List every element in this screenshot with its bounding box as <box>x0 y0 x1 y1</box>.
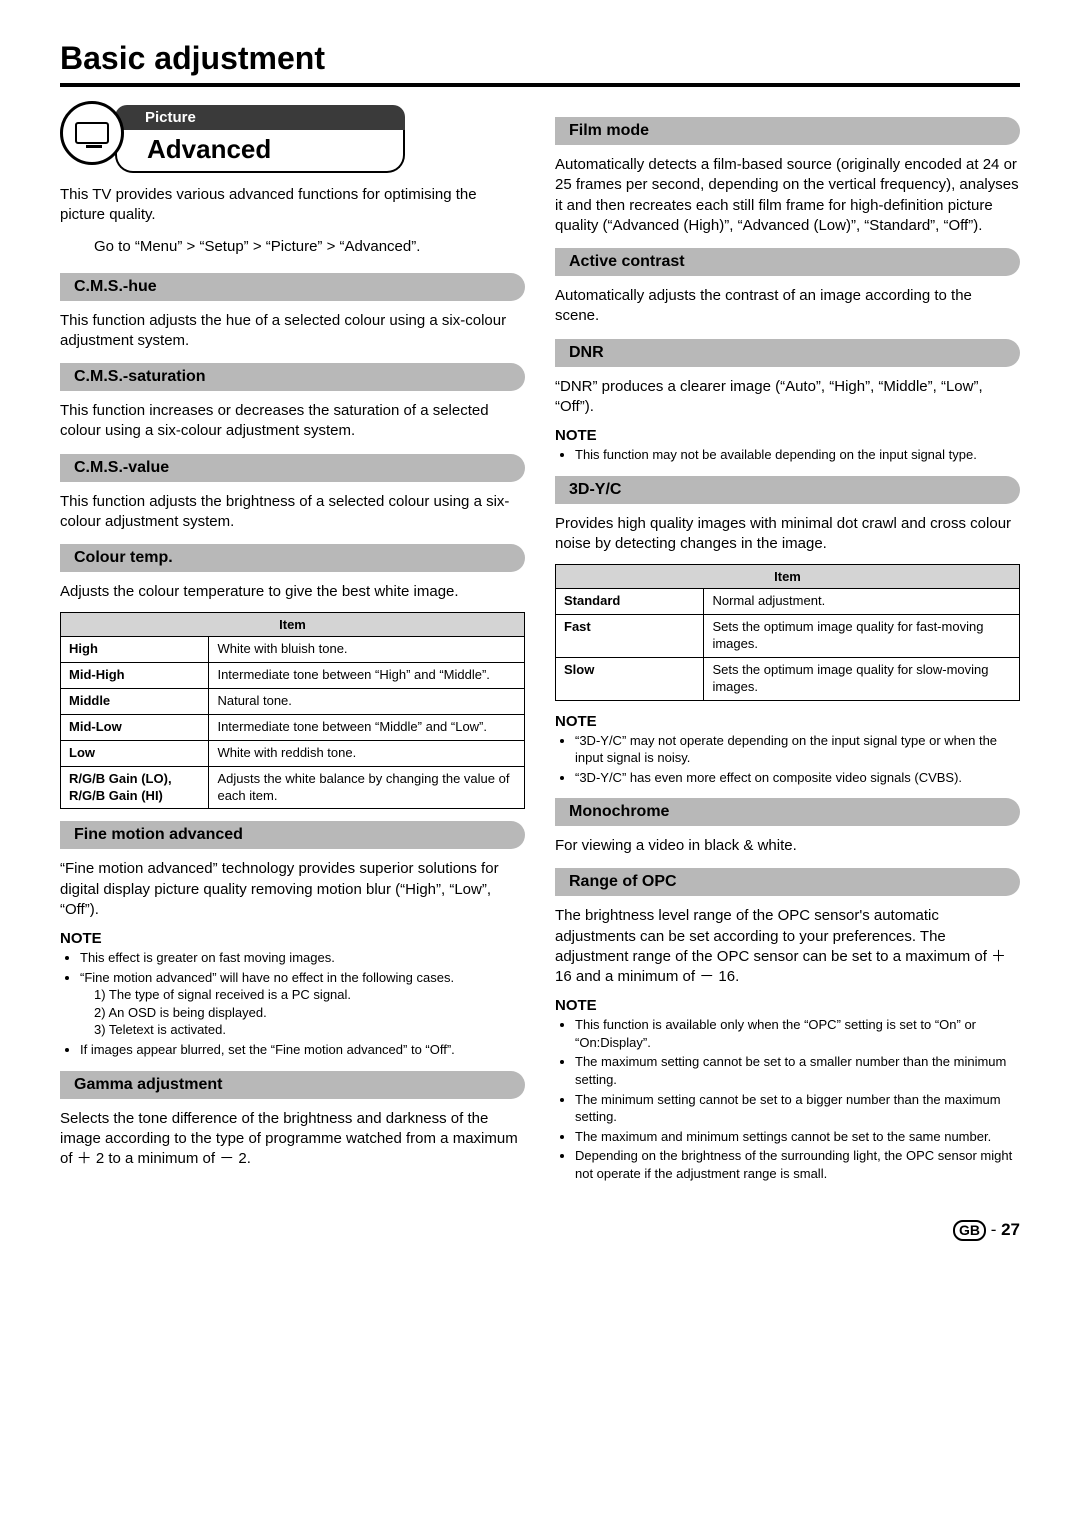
nav-path: Go to “Menu” > “Setup” > “Picture” > “Ad… <box>94 236 525 257</box>
sub-note: 2) An OSD is being displayed. <box>80 1004 525 1022</box>
section-cms-val: C.M.S.-value <box>60 454 525 482</box>
section-cms-hue: C.M.S.-hue <box>60 273 525 301</box>
3dyc-text: Provides high quality images with minima… <box>555 514 1020 555</box>
section-3dyc: 3D-Y/C <box>555 476 1020 504</box>
note-heading: NOTE <box>555 427 1020 444</box>
section-monochrome: Monochrome <box>555 798 1020 826</box>
opc-notes: This function is available only when the… <box>555 1016 1020 1182</box>
table-row: LowWhite with reddish tone. <box>61 740 525 766</box>
section-colour-temp: Colour temp. <box>60 544 525 572</box>
table-row: MiddleNatural tone. <box>61 689 525 715</box>
list-item: The maximum and minimum settings cannot … <box>575 1128 1020 1146</box>
section-opc: Range of OPC <box>555 868 1020 896</box>
list-item: If images appear blurred, set the “Fine … <box>80 1041 525 1059</box>
gamma-text: Selects the tone difference of the brigh… <box>60 1109 525 1170</box>
list-item: “3D-Y/C” may not operate depending on th… <box>575 732 1020 767</box>
fine-motion-notes: This effect is greater on fast moving im… <box>60 949 525 1058</box>
page-title: Basic adjustment <box>60 40 1020 77</box>
list-item: This function may not be available depen… <box>575 446 1020 464</box>
sub-note: 3) Teletext is activated. <box>80 1021 525 1039</box>
section-gamma: Gamma adjustment <box>60 1071 525 1099</box>
cms-hue-text: This function adjusts the hue of a selec… <box>60 311 525 352</box>
table-row: HighWhite with bluish tone. <box>61 637 525 663</box>
note-heading: NOTE <box>555 713 1020 730</box>
page-number: 27 <box>1001 1220 1020 1239</box>
film-mode-text: Automatically detects a film-based sourc… <box>555 155 1020 236</box>
chip-title: Advanced <box>115 130 405 173</box>
sub-note: 1) The type of signal received is a PC s… <box>80 986 525 1004</box>
page-footer: GB - 27 <box>60 1220 1020 1241</box>
3dyc-table: Item StandardNormal adjustment. FastSets… <box>555 564 1020 700</box>
section-fine-motion: Fine motion advanced <box>60 821 525 849</box>
section-dnr: DNR <box>555 339 1020 367</box>
left-column: Picture Advanced This TV provides variou… <box>60 105 525 1190</box>
cms-val-text: This function adjusts the brightness of … <box>60 492 525 533</box>
table-row: FastSets the optimum image quality for f… <box>556 614 1020 657</box>
opc-text: The brightness level range of the OPC se… <box>555 906 1020 987</box>
dnr-notes: This function may not be available depen… <box>555 446 1020 464</box>
monochrome-text: For viewing a video in black & white. <box>555 836 1020 856</box>
table-row: StandardNormal adjustment. <box>556 589 1020 615</box>
list-item: “3D-Y/C” has even more effect on composi… <box>575 769 1020 787</box>
dnr-text: “DNR” produces a clearer image (“Auto”, … <box>555 377 1020 418</box>
list-item: This function is available only when the… <box>575 1016 1020 1051</box>
note-heading: NOTE <box>555 997 1020 1014</box>
title-rule <box>60 83 1020 87</box>
colour-temp-text: Adjusts the colour temperature to give t… <box>60 582 525 602</box>
colour-temp-table: Item HighWhite with bluish tone. Mid-Hig… <box>60 612 525 809</box>
section-active-contrast: Active contrast <box>555 248 1020 276</box>
fine-motion-text: “Fine motion advanced” technology provid… <box>60 859 525 920</box>
right-column: Film mode Automatically detects a film-b… <box>555 105 1020 1190</box>
tv-icon <box>60 101 124 165</box>
note-heading: NOTE <box>60 930 525 947</box>
chip-category: Picture <box>115 105 405 130</box>
table-header: Item <box>556 565 1020 589</box>
section-film-mode: Film mode <box>555 117 1020 145</box>
list-item: The minimum setting cannot be set to a b… <box>575 1091 1020 1126</box>
section-cms-sat: C.M.S.-saturation <box>60 363 525 391</box>
section-header-chip: Picture Advanced <box>115 105 525 173</box>
list-item: Depending on the brightness of the surro… <box>575 1147 1020 1182</box>
table-header: Item <box>61 613 525 637</box>
active-contrast-text: Automatically adjusts the contrast of an… <box>555 286 1020 327</box>
list-item: The maximum setting cannot be set to a s… <box>575 1053 1020 1088</box>
table-row: SlowSets the optimum image quality for s… <box>556 657 1020 700</box>
cms-sat-text: This function increases or decreases the… <box>60 401 525 442</box>
list-item: “Fine motion advanced” will have no effe… <box>80 969 525 1039</box>
list-item: This effect is greater on fast moving im… <box>80 949 525 967</box>
3dyc-notes: “3D-Y/C” may not operate depending on th… <box>555 732 1020 787</box>
table-row: Mid-LowIntermediate tone between “Middle… <box>61 714 525 740</box>
table-row: R/G/B Gain (LO), R/G/B Gain (HI)Adjusts … <box>61 766 525 809</box>
region-badge: GB <box>953 1220 986 1241</box>
intro-text: This TV provides various advanced functi… <box>60 185 525 226</box>
table-row: Mid-HighIntermediate tone between “High”… <box>61 663 525 689</box>
footer-sep: - <box>986 1220 1001 1239</box>
